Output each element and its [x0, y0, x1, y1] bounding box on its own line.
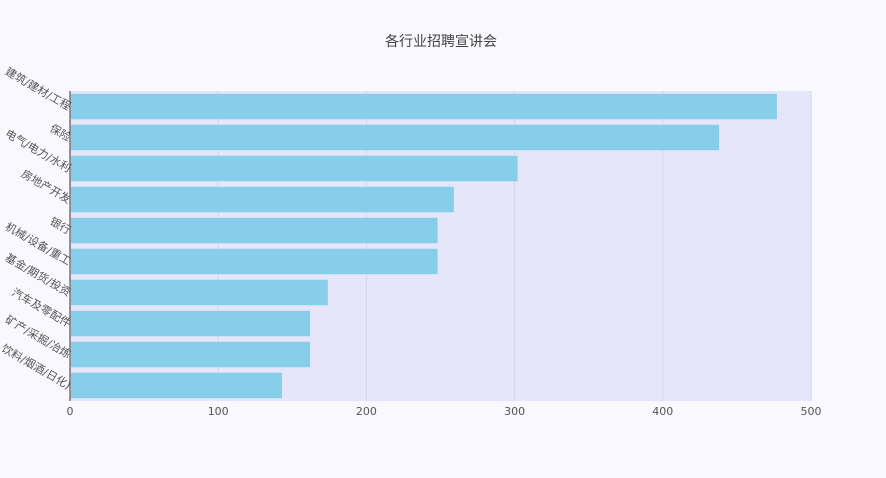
bars — [71, 93, 777, 399]
bar — [71, 248, 438, 275]
bar — [71, 124, 720, 151]
x-tick-label: 400 — [652, 405, 673, 418]
chart-title: 各行业招聘宣讲会 — [385, 34, 497, 50]
y-axis-ticks: 建筑/建材/工程保险电气/电力/水利房地产开发银行机械/设备/重工基金/期货/投… — [0, 64, 74, 392]
x-tick-label: 500 — [801, 405, 822, 418]
y-tick-label: 建筑/建材/工程 — [3, 64, 74, 113]
x-tick-label: 200 — [356, 405, 377, 418]
x-tick-label: 0 — [67, 405, 74, 418]
bar — [71, 372, 282, 399]
x-tick-label: 300 — [504, 405, 525, 418]
bar — [71, 186, 454, 213]
x-tick-label: 100 — [208, 405, 229, 418]
x-axis-ticks: 0 100 200 300 400 500 — [67, 405, 822, 418]
bar — [71, 279, 328, 306]
bar — [71, 310, 311, 337]
bar — [71, 93, 777, 120]
bar — [71, 217, 438, 244]
bar — [71, 155, 518, 182]
bar — [71, 341, 311, 368]
